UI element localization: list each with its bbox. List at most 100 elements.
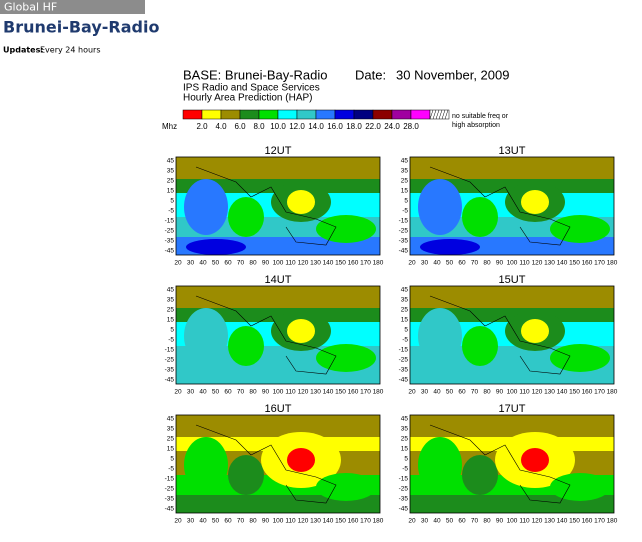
lon-label: 90 [496,518,504,525]
lat-label: -5 [402,337,408,344]
map-blob [550,344,610,372]
lon-label: 80 [483,518,491,525]
lat-label: -45 [165,506,175,513]
lon-label: 100 [273,389,284,396]
lat-label: -45 [165,248,175,255]
lat-label: -35 [399,496,409,503]
lon-label: 110 [519,518,530,525]
panel-title: 12UT [265,145,292,157]
lat-label: -5 [402,208,408,215]
lon-label: 70 [237,518,245,525]
legend-swatch [315,109,336,120]
lon-label: 20 [408,260,416,267]
lat-label: 45 [167,287,175,294]
lon-label: 170 [360,389,371,396]
lat-label: -5 [168,208,174,215]
legend-swatch [277,109,298,120]
legend-label: 24.0 [384,122,400,131]
lon-label: 70 [471,389,479,396]
lon-label: 30 [187,389,195,396]
lat-label: -35 [165,238,175,245]
lon-label: 70 [237,389,245,396]
lat-label: -45 [399,248,409,255]
lon-label: 130 [544,389,555,396]
lat-label: -25 [399,228,409,235]
lat-label: -15 [165,218,175,225]
legend-swatch [258,109,279,120]
hatch [438,109,443,120]
lat-label: 45 [401,287,409,294]
lon-label: 120 [532,260,543,267]
coastline [195,166,337,246]
lat-label: 15 [401,446,409,453]
map-band [176,495,380,513]
map-band [176,179,380,193]
coastline [429,166,571,246]
map-blob [316,215,376,243]
lon-label: 140 [323,260,334,267]
lon-label: 150 [335,389,346,396]
lon-label: 120 [532,518,543,525]
lat-label: 5 [404,198,408,205]
legend-swatch [353,109,374,120]
lon-label: 130 [310,260,321,267]
panel-title: 14UT [265,274,292,286]
lat-label: 15 [167,188,175,195]
map-band [176,415,380,437]
lon-label: 160 [348,518,359,525]
lat-label: 15 [167,446,175,453]
lon-label: 40 [199,260,207,267]
lat-label: 5 [170,327,174,334]
lon-label: 90 [496,260,504,267]
map-blob [316,344,376,372]
legend-label: 4.0 [215,122,227,131]
lon-label: 20 [174,260,182,267]
hatch [441,109,446,120]
lat-label: -45 [399,377,409,384]
lat-label: 25 [167,307,175,314]
lon-label: 80 [249,518,257,525]
lon-label: 20 [174,389,182,396]
legend-label: 22.0 [365,122,381,131]
map-frame [175,285,381,385]
lon-label: 160 [582,260,593,267]
lon-label: 100 [273,260,284,267]
lon-label: 80 [249,389,257,396]
map-frame [175,414,381,514]
map-blob [184,308,228,364]
lat-label: -35 [165,367,175,374]
legend-swatch [334,109,355,120]
lon-label: 30 [421,518,429,525]
lon-label: 120 [532,389,543,396]
map-frame [409,414,615,514]
lon-label: 100 [507,260,518,267]
lat-label: 35 [167,168,175,175]
lat-label: 35 [401,168,409,175]
legend-unit: Mhz [162,122,177,131]
lon-label: 30 [187,260,195,267]
lat-label: 35 [167,297,175,304]
map-band [176,286,380,308]
base: BASE: Brunei-Bay-Radio [183,67,328,82]
lat-label: -35 [399,367,409,374]
map-blob [186,239,246,255]
legend-swatch-none [429,109,450,120]
lon-label: 140 [323,518,334,525]
map-blob [418,308,462,364]
lat-label: -5 [168,466,174,473]
map-blob [521,448,549,472]
lat-label: 15 [167,317,175,324]
map-blob [420,239,480,255]
lon-label: 70 [237,260,245,267]
legend-swatch [182,109,203,120]
hatch [429,109,434,120]
lat-label: 5 [404,456,408,463]
legend-label: 12.0 [289,122,305,131]
lon-label: 40 [199,389,207,396]
lon-label: 130 [544,518,555,525]
lat-label: -45 [165,377,175,384]
lon-label: 70 [471,260,479,267]
legend-label: 2.0 [196,122,208,131]
lon-label: 50 [212,518,220,525]
lon-label: 160 [348,389,359,396]
